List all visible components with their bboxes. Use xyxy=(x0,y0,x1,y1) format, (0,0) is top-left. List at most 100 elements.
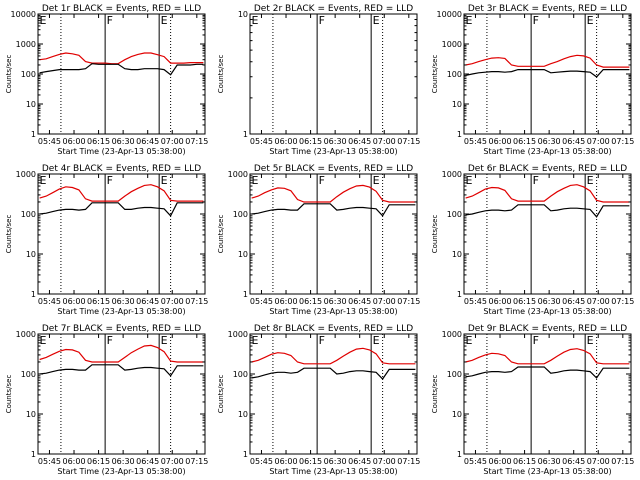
y-tick-label: 100 xyxy=(447,370,462,379)
y-tick-label: 10000 xyxy=(437,10,462,19)
chart-title: Det 6r BLACK = Events, RED = LLD xyxy=(468,164,627,174)
x-tick-label: 06:45 xyxy=(562,457,585,466)
flag-label: E xyxy=(466,334,473,347)
x-tick-label: 07:15 xyxy=(185,297,208,306)
x-tick-label: 06:15 xyxy=(299,137,322,146)
x-tick-label: 06:30 xyxy=(538,297,561,306)
x-tick-label: 07:15 xyxy=(185,137,208,146)
x-tick-label: 06:45 xyxy=(136,137,159,146)
y-axis-label: Counts/sec xyxy=(431,215,439,254)
y-tick-label: 10 xyxy=(452,410,462,419)
flag-label: E xyxy=(40,174,47,187)
chart-title: Det 3r BLACK = Events, RED = LLD xyxy=(468,4,627,14)
x-axis-label: Start Time (23-Apr-13 05:38:00) xyxy=(57,147,185,156)
chart-title: Det 5r BLACK = Events, RED = LLD xyxy=(254,164,413,174)
y-tick-label: 100 xyxy=(21,370,36,379)
series-lld-line xyxy=(465,54,630,68)
x-tick-label: 06:45 xyxy=(348,137,371,146)
y-axis-label: Counts/sec xyxy=(5,55,13,94)
y-tick-label: 100 xyxy=(233,210,248,219)
y-tick-label: 1000 xyxy=(16,40,36,49)
x-tick-label: 05:45 xyxy=(250,457,273,466)
flag-label: E xyxy=(252,334,259,347)
chart-panel-4: Det 4r BLACK = Events, RED = LLD Counts/s… xyxy=(5,164,208,316)
flag-label: E xyxy=(587,334,594,347)
x-tick-label: 05:45 xyxy=(38,457,61,466)
x-tick-label: 06:30 xyxy=(538,137,561,146)
y-tick-label: 100 xyxy=(233,370,248,379)
y-tick-label: 10 xyxy=(26,100,36,109)
x-tick-label: 06:45 xyxy=(136,297,159,306)
x-tick-label: 06:00 xyxy=(488,457,511,466)
flag-label: F xyxy=(107,334,113,347)
x-tick-label: 06:15 xyxy=(87,137,110,146)
plot-frame xyxy=(249,333,418,455)
chart-panel-5: Det 5r BLACK = Events, RED = LLD Counts/s… xyxy=(217,164,420,316)
chart-panel-6: Det 6r BLACK = Events, RED = LLD Counts/s… xyxy=(431,164,634,316)
y-axis-label: Counts/sec xyxy=(431,55,439,94)
x-axis-label: Start Time (23-Apr-13 05:38:00) xyxy=(269,307,397,316)
flag-label: F xyxy=(319,334,325,347)
series-lld-line xyxy=(39,52,204,65)
flag-label: F xyxy=(107,14,113,27)
chart-panel-3: Det 3r BLACK = Events, RED = LLD Counts/s… xyxy=(431,4,634,156)
x-tick-label: 06:30 xyxy=(324,457,347,466)
series-events-line xyxy=(465,366,630,379)
series-events-line xyxy=(39,364,204,377)
chart-title: Det 1r BLACK = Events, RED = LLD xyxy=(42,4,201,14)
flag-label: E xyxy=(466,14,473,27)
y-tick-label: 1000 xyxy=(442,330,462,339)
flag-label: F xyxy=(319,14,325,27)
y-tick-label: 100 xyxy=(447,210,462,219)
x-tick-label: 06:15 xyxy=(513,297,536,306)
x-tick-label: 07:00 xyxy=(373,137,396,146)
x-tick-label: 06:15 xyxy=(87,457,110,466)
x-tick-label: 07:00 xyxy=(587,457,610,466)
flag-label: E xyxy=(252,174,259,187)
chart-title: Det 9r BLACK = Events, RED = LLD xyxy=(468,324,627,334)
y-tick-label: 1 xyxy=(243,450,248,459)
flag-label: E xyxy=(40,334,47,347)
x-tick-label: 05:45 xyxy=(464,457,487,466)
x-axis-label: Start Time (23-Apr-13 05:38:00) xyxy=(269,467,397,476)
chart-title: Det 2r BLACK = Events, RED = LLD xyxy=(254,4,413,14)
x-tick-label: 06:00 xyxy=(274,297,297,306)
flag-label: E xyxy=(40,14,47,27)
x-tick-label: 07:00 xyxy=(161,137,184,146)
x-tick-label: 06:45 xyxy=(348,297,371,306)
x-tick-label: 07:15 xyxy=(397,137,420,146)
plot-frame xyxy=(37,333,206,455)
x-tick-label: 06:15 xyxy=(299,457,322,466)
plot-frame xyxy=(249,173,418,295)
flag-label: F xyxy=(533,334,539,347)
x-tick-label: 07:15 xyxy=(185,457,208,466)
series-lld-line xyxy=(39,184,204,202)
plot-frame xyxy=(37,13,206,135)
flag-label: F xyxy=(319,174,325,187)
flag-label: E xyxy=(373,14,380,27)
x-tick-label: 06:00 xyxy=(62,137,85,146)
x-tick-label: 06:15 xyxy=(87,297,110,306)
x-tick-label: 06:00 xyxy=(62,297,85,306)
x-tick-label: 06:00 xyxy=(274,137,297,146)
y-axis-label: Counts/sec xyxy=(5,375,13,414)
plot-frame xyxy=(249,13,418,135)
series-lld-line xyxy=(39,344,204,363)
y-tick-label: 1000 xyxy=(442,170,462,179)
x-tick-label: 06:30 xyxy=(112,137,135,146)
x-tick-label: 07:15 xyxy=(611,297,634,306)
series-events-line xyxy=(465,204,630,218)
y-tick-label: 10 xyxy=(26,410,36,419)
chart-title: Det 4r BLACK = Events, RED = LLD xyxy=(42,164,201,174)
y-tick-label: 10 xyxy=(238,410,248,419)
flag-label: E xyxy=(161,14,168,27)
series-lld-line xyxy=(465,184,630,203)
x-tick-label: 06:15 xyxy=(299,297,322,306)
x-axis-label: Start Time (23-Apr-13 05:38:00) xyxy=(57,467,185,476)
x-axis-label: Start Time (23-Apr-13 05:38:00) xyxy=(483,467,611,476)
flag-label: E xyxy=(252,14,259,27)
flag-label: E xyxy=(587,174,594,187)
y-tick-label: 1000 xyxy=(228,330,248,339)
y-axis-label: Counts/sec xyxy=(217,375,225,414)
